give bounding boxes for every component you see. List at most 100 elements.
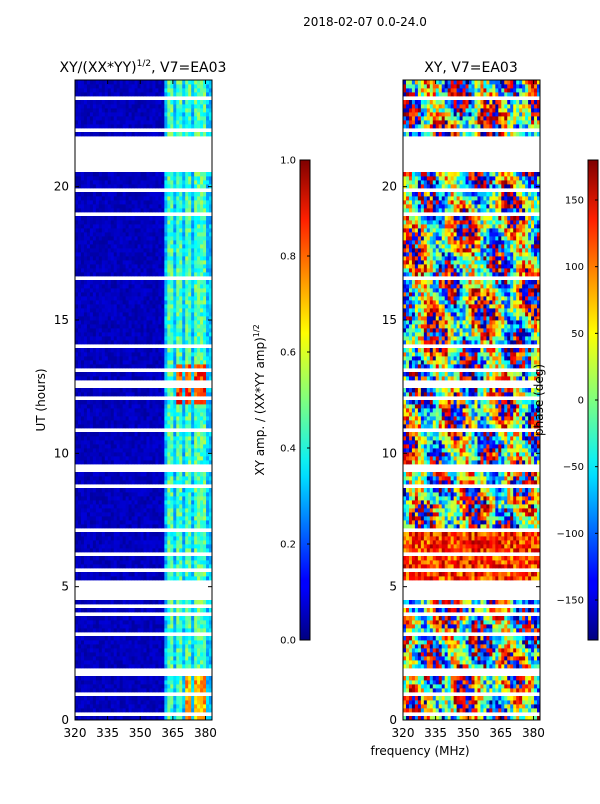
heatmap-cell — [86, 256, 91, 261]
heatmap-cell — [149, 388, 153, 393]
heatmap-cell — [107, 656, 112, 661]
heatmap-cell — [152, 420, 156, 425]
heatmap-cell — [188, 200, 192, 205]
panel-amplitude-title-tail: , V7=EA03 — [151, 60, 226, 76]
heatmap-cell — [182, 708, 186, 713]
heatmap-cell — [131, 620, 135, 625]
heatmap-cell — [110, 224, 115, 229]
heatmap-cell — [80, 256, 85, 261]
heatmap-cell — [164, 600, 168, 605]
heatmap-cell — [110, 272, 115, 277]
heatmap-cell — [179, 376, 183, 381]
heatmap-cell — [164, 644, 168, 649]
heatmap-cell — [206, 504, 210, 509]
heatmap-cell — [191, 576, 195, 581]
heatmap-cell — [107, 608, 112, 613]
heatmap-cell — [143, 636, 147, 641]
heatmap-cell — [134, 572, 138, 577]
heatmap-cell — [191, 532, 195, 537]
heatmap-cell — [77, 248, 82, 253]
heatmap-cell — [125, 192, 130, 197]
heatmap-cell — [155, 644, 159, 649]
heatmap-cell — [185, 704, 189, 709]
heatmap-cell — [104, 184, 109, 189]
heatmap-cell — [176, 220, 180, 225]
heatmap-cell — [119, 664, 124, 669]
heatmap-cell — [146, 228, 150, 233]
heatmap-cell — [134, 448, 138, 453]
heatmap-cell — [167, 228, 171, 233]
heatmap-cell — [185, 416, 189, 421]
heatmap-cell — [176, 300, 180, 305]
heatmap-cell — [200, 352, 204, 357]
heatmap-cell — [95, 572, 100, 577]
heatmap-cell — [122, 332, 127, 337]
heatmap-cell — [203, 480, 207, 485]
heatmap-cell — [137, 252, 141, 257]
heatmap-cell — [77, 252, 82, 257]
heatmap-cell — [146, 252, 150, 257]
heatmap-cell — [203, 208, 207, 213]
heatmap-cell — [185, 616, 189, 621]
heatmap-cell — [75, 540, 79, 545]
heatmap-cell — [188, 440, 192, 445]
heatmap-cell — [110, 500, 115, 505]
heatmap-cell — [143, 652, 147, 657]
heatmap-cell — [164, 332, 168, 337]
heatmap-cell — [128, 644, 132, 649]
heatmap-cell — [176, 656, 180, 661]
heatmap-cell — [83, 488, 88, 493]
heatmap-cell — [77, 488, 82, 493]
heatmap-cell — [182, 352, 186, 357]
heatmap-cell — [188, 600, 192, 605]
heatmap-cell — [119, 260, 124, 265]
heatmap-cell — [173, 616, 177, 621]
heatmap-cell — [170, 392, 174, 397]
heatmap-cell — [134, 688, 138, 693]
heatmap-cell — [125, 576, 130, 581]
heatmap-cell — [170, 636, 174, 641]
heatmap-cell — [176, 508, 180, 513]
heatmap-cell — [161, 200, 165, 205]
heatmap-cell — [77, 324, 82, 329]
heatmap-cell — [200, 488, 204, 493]
heatmap-cell — [125, 524, 130, 529]
heatmap-cell — [203, 688, 207, 693]
heatmap-cell — [140, 200, 144, 205]
heatmap-cell — [92, 180, 97, 185]
heatmap-cell — [191, 660, 195, 665]
heatmap-cell — [158, 356, 162, 361]
heatmap-cell — [197, 316, 201, 321]
heatmap-cell — [113, 424, 118, 429]
heatmap-cell — [149, 532, 153, 537]
heatmap-cell — [197, 500, 201, 505]
heatmap-cell — [203, 516, 207, 521]
heatmap-cell — [158, 392, 162, 397]
heatmap-cell — [95, 708, 100, 713]
heatmap-cell — [131, 264, 135, 269]
heatmap-cell — [116, 488, 121, 493]
heatmap-cell — [122, 236, 127, 241]
heatmap-cell — [191, 680, 195, 685]
heatmap-cell — [89, 316, 94, 321]
heatmap-cell — [164, 556, 168, 561]
heatmap-cell — [194, 220, 198, 225]
heatmap-cell — [167, 284, 171, 289]
heatmap-cell — [206, 684, 210, 689]
heatmap-cell — [149, 260, 153, 265]
heatmap-cell — [194, 236, 198, 241]
heatmap-cell — [188, 228, 192, 233]
heatmap-cell — [125, 244, 130, 249]
heatmap-cell — [140, 548, 144, 553]
heatmap-cell — [98, 432, 103, 437]
heatmap-cell — [116, 540, 121, 545]
heatmap-cell — [143, 648, 147, 653]
heatmap-cell — [182, 312, 186, 317]
heatmap-cell — [83, 652, 88, 657]
heatmap-cell — [89, 560, 94, 565]
heatmap-cell — [80, 680, 85, 685]
heatmap-cell — [197, 184, 201, 189]
heatmap-cell — [89, 280, 94, 285]
heatmap-cell — [191, 496, 195, 501]
heatmap-cell — [161, 252, 165, 257]
